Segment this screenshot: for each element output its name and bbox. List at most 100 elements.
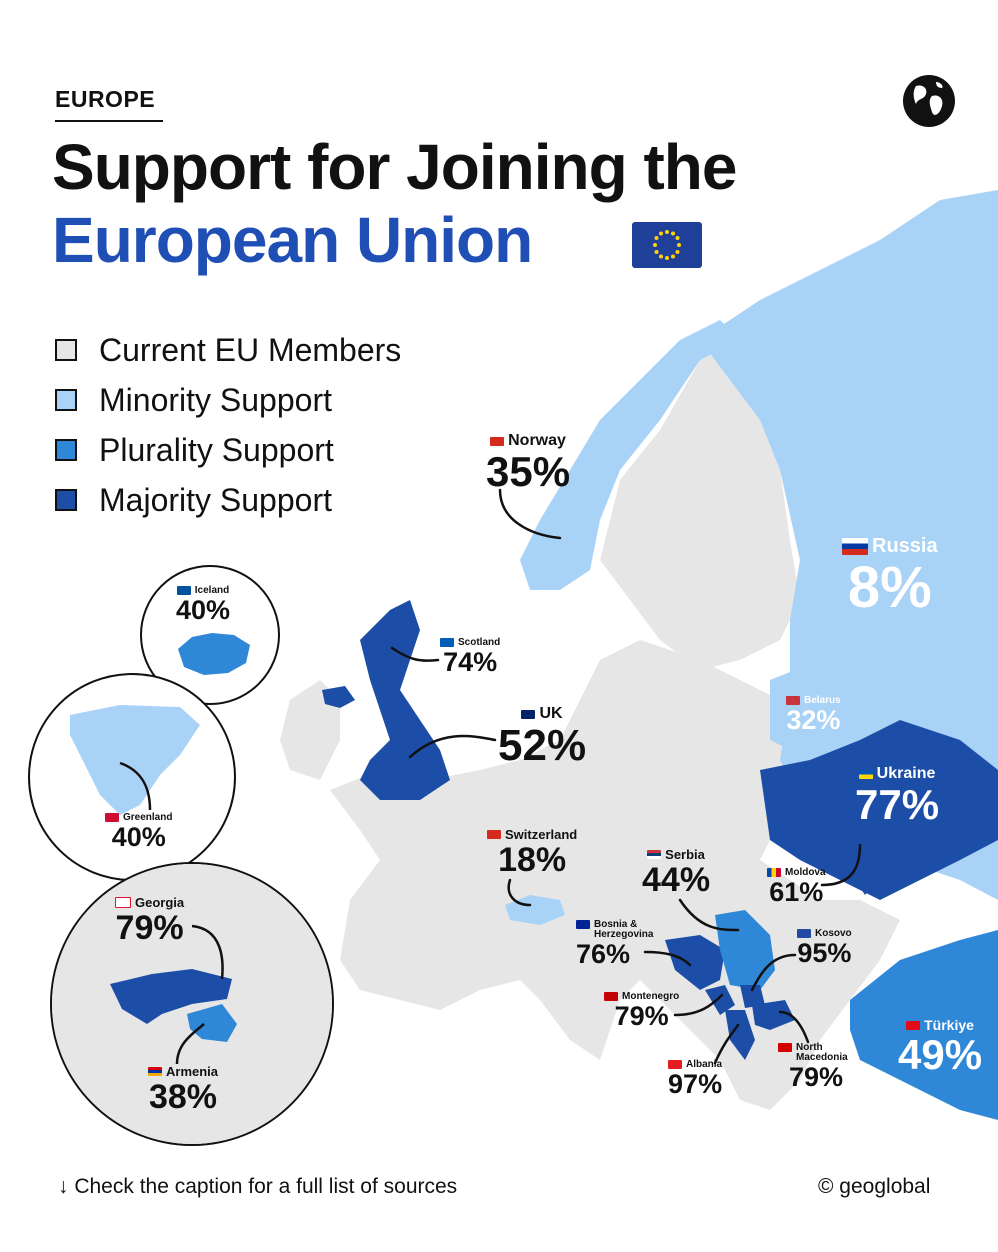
country-value: 40% <box>111 822 166 852</box>
albania-shape <box>725 1010 755 1060</box>
country-value: 95% <box>797 938 852 968</box>
label-greenland: Greenland 40% <box>105 812 172 851</box>
leader-serbia <box>678 898 740 932</box>
country-name: Norway <box>508 432 566 449</box>
country-name: Georgia <box>135 895 185 910</box>
label-norway: Norway 35% <box>486 432 570 493</box>
bosnia-flag-icon <box>576 920 590 929</box>
ukraine-shape <box>760 720 998 900</box>
country-value: 44% <box>642 861 711 899</box>
serbia-flag-icon <box>647 850 662 859</box>
country-name: Albania <box>686 1059 723 1070</box>
label-montenegro: Montenegro 79% <box>604 991 679 1030</box>
legend-label: Current EU Members <box>99 331 402 368</box>
label-ukraine: Ukraine 77% <box>855 765 939 826</box>
legend-label: Plurality Support <box>99 431 334 468</box>
label-kosovo: Kosovo 95% <box>797 928 852 967</box>
iceland-flag-icon <box>176 586 191 595</box>
albania-flag-icon <box>668 1060 682 1069</box>
title-line-1: Support for Joining the <box>52 131 737 203</box>
country-value: 49% <box>898 1031 983 1078</box>
label-albania: Albania 97% <box>668 1059 722 1098</box>
label-belarus: Belarus 32% <box>786 695 841 734</box>
country-value: 35% <box>486 448 571 495</box>
legend-label: Majority Support <box>99 481 332 518</box>
belarus-shape <box>770 660 880 760</box>
leader-greenland <box>119 761 152 811</box>
scandinavia <box>600 340 800 670</box>
country-value: 77% <box>855 781 940 828</box>
norway-flag-icon <box>490 436 505 446</box>
country-value: 97% <box>668 1069 723 1099</box>
leader-bosnia <box>643 950 692 967</box>
ireland-shape <box>280 680 340 780</box>
legend-item-plurality: Plurality Support <box>55 425 401 475</box>
country-name: Ukraine <box>876 765 936 782</box>
leader-moldova <box>820 843 862 887</box>
legend-item-majority: Majority Support <box>55 475 401 525</box>
country-name: Russia <box>872 535 938 557</box>
label-turkiye: Türkiye 49% <box>898 1017 982 1076</box>
georgia-flag-icon <box>115 897 131 908</box>
leader-georgia <box>191 924 224 980</box>
country-name: Serbia <box>665 847 705 862</box>
greenland-inset <box>28 673 236 881</box>
credit: © geoglobal <box>818 1175 931 1198</box>
country-value: 76% <box>576 939 631 969</box>
country-value: 74% <box>443 647 498 677</box>
greenland-flag-icon <box>105 813 119 822</box>
country-name: UK <box>539 705 563 722</box>
country-value: 79% <box>614 1001 669 1031</box>
label-north-macedonia: North Macedonia 79% <box>778 1043 854 1091</box>
label-scotland: Scotland 74% <box>440 637 500 676</box>
kosovo-flag-icon <box>797 929 811 938</box>
caucasus-inset <box>50 862 334 1146</box>
country-value: 79% <box>788 1062 844 1092</box>
eu-flag-icon <box>632 222 702 268</box>
kosovo-shape <box>740 985 765 1008</box>
country-name: Switzerland <box>505 827 578 842</box>
label-armenia: Armenia 38% <box>148 1064 218 1114</box>
bosnia-shape <box>665 935 725 990</box>
country-name: Montenegro <box>622 991 680 1002</box>
moldova-flag-icon <box>767 868 781 877</box>
turkiye-flag-icon <box>906 1020 921 1030</box>
country-name: Scotland <box>458 637 501 648</box>
uk-shape <box>360 600 450 800</box>
country-value: 8% <box>847 555 932 620</box>
leader-norway <box>498 488 562 540</box>
country-name: Moldova <box>785 867 826 878</box>
legend-item-eu-members: Current EU Members <box>55 325 401 375</box>
leader-albania <box>713 1023 740 1065</box>
leader-montenegro <box>673 993 724 1017</box>
country-name: Greenland <box>123 812 173 823</box>
georgia-shape <box>110 969 232 1024</box>
leader-switzerland <box>507 878 532 907</box>
country-name: Belarus <box>804 695 841 706</box>
legend-label: Minority Support <box>99 381 332 418</box>
label-bosnia: Bosnia & Herzegovina 76% <box>576 920 664 968</box>
armenia-shape <box>187 1004 237 1042</box>
kicker-underline <box>55 120 163 122</box>
country-name: Iceland <box>194 585 230 596</box>
title-line-2: European Union <box>52 204 533 276</box>
leader-uk <box>408 734 497 759</box>
legend-swatch <box>55 339 77 361</box>
legend: Current EU Members Minority Support Plur… <box>55 325 401 525</box>
country-value: 18% <box>498 841 567 879</box>
country-name: Kosovo <box>815 928 852 939</box>
country-value: 79% <box>115 909 184 947</box>
legend-item-minority: Minority Support <box>55 375 401 425</box>
turkiye-shape <box>850 930 998 1120</box>
leader-north-macedonia <box>778 1010 810 1044</box>
label-russia: Russia 8% <box>842 535 938 617</box>
leader-armenia <box>175 1023 205 1065</box>
legend-swatch <box>55 439 77 461</box>
country-value: 52% <box>498 721 587 770</box>
switzerland-flag-icon <box>487 830 501 839</box>
country-value: 38% <box>148 1078 218 1116</box>
sources-note: ↓ Check the caption for a full list of s… <box>58 1175 458 1198</box>
leader-scotland <box>390 646 440 662</box>
label-switzerland: Switzerland 18% <box>487 827 577 877</box>
